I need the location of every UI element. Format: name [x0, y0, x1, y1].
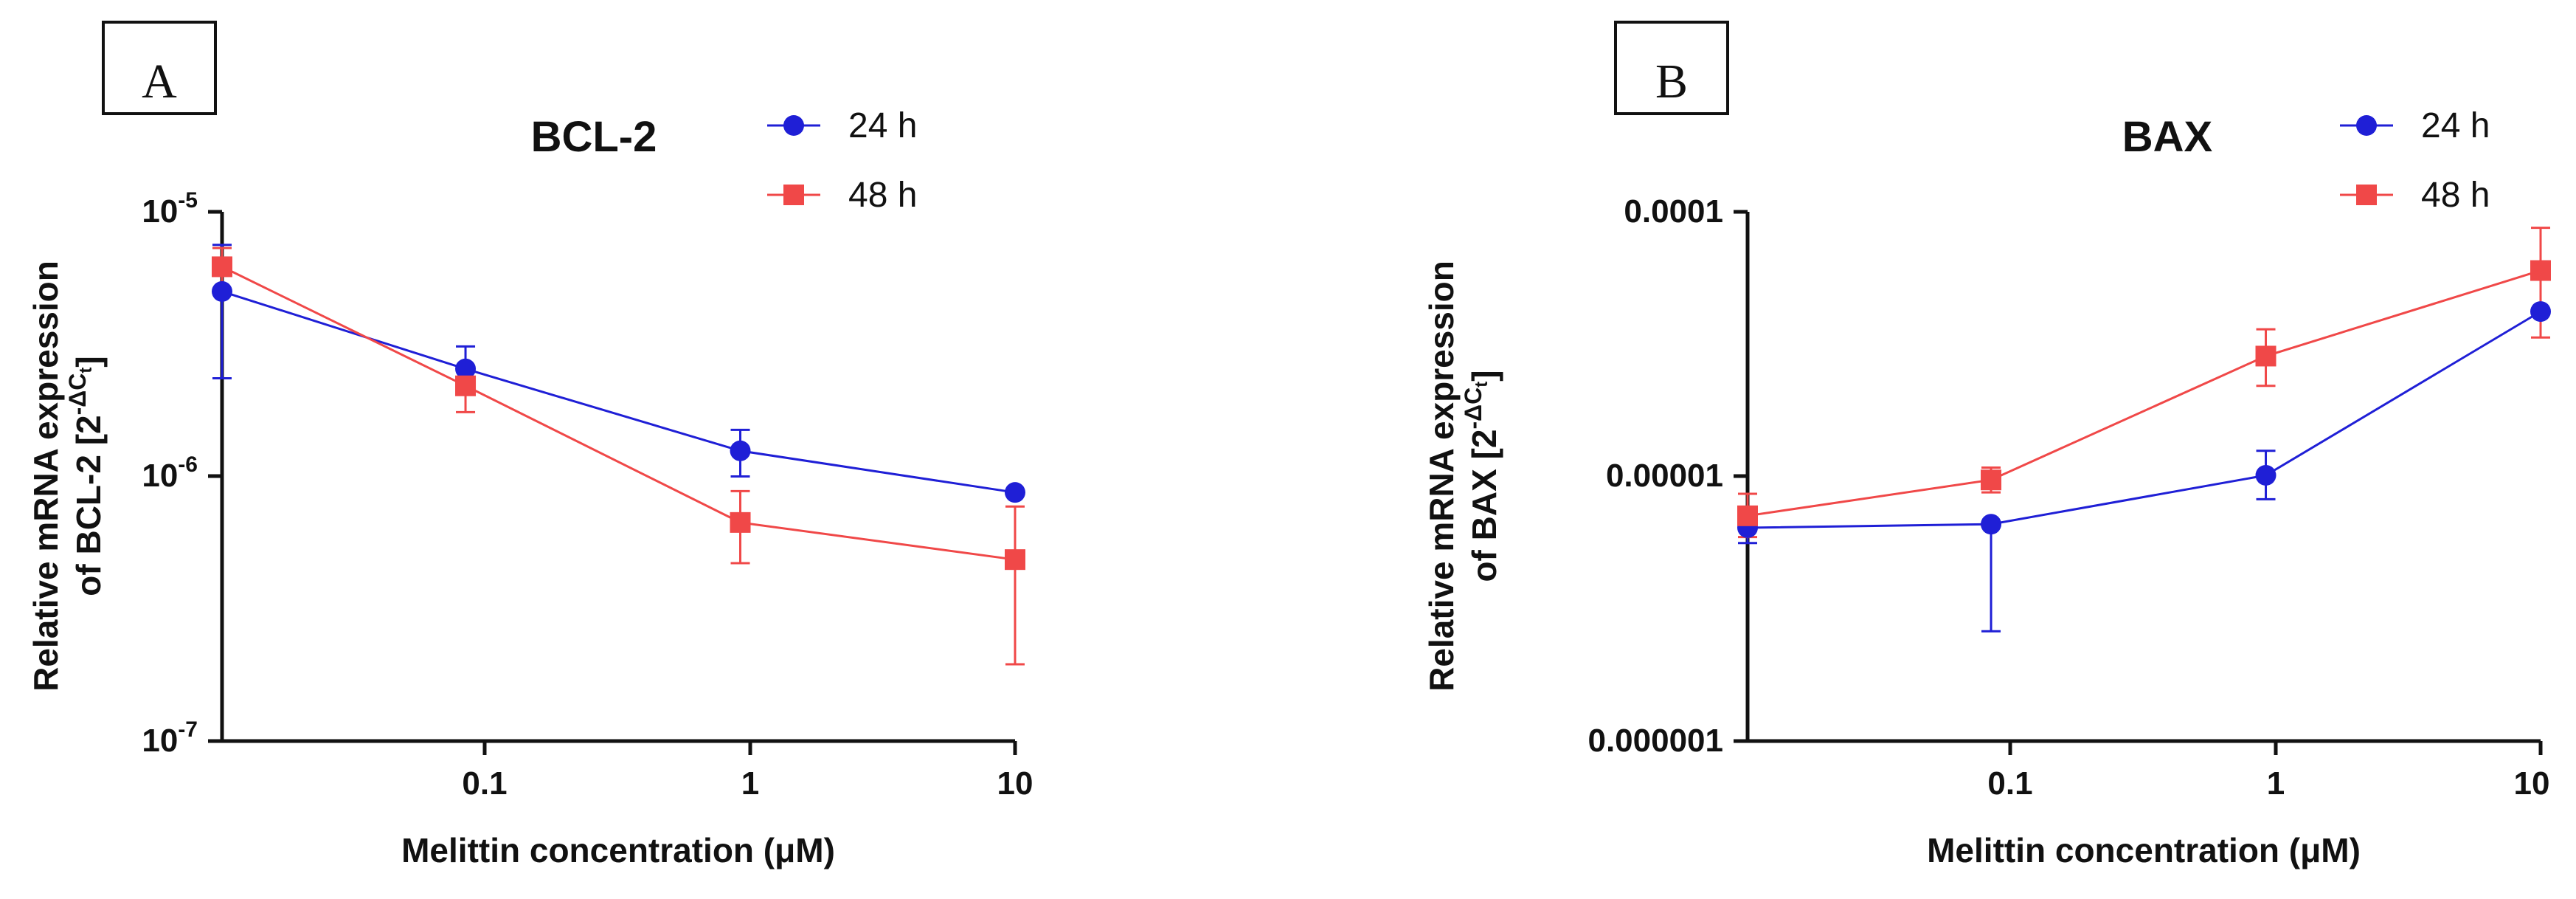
y-axis-title-prefix: of BCL-2 [2: [69, 415, 108, 596]
y-tick-label: 0.0001: [1624, 193, 1723, 230]
panel-label: B: [1655, 55, 1688, 108]
series-line-48h: [221, 266, 1016, 561]
data-point-24h: [2530, 301, 2551, 323]
y-tick-label: 10-6: [142, 452, 198, 494]
x-tick-label: 0.1: [1987, 765, 2032, 802]
legend-marker-48h: [783, 185, 804, 205]
panel-a: A BCL-2 24 h 48 h 10-5 10-6 10-7: [27, 21, 1033, 869]
y-axis: 0.0001 0.00001 0.000001: [1588, 193, 1750, 759]
legend-marker-48h: [2356, 185, 2377, 205]
data-point-24h: [730, 440, 751, 461]
data-point-48h: [2530, 260, 2551, 281]
y-axis-title-line2: of BCL-2 [2-ΔCt]: [64, 356, 108, 596]
y-tick-label-base: 10: [142, 193, 178, 230]
panel-label-box: [102, 21, 217, 115]
legend-marker-24h: [783, 115, 804, 136]
chart-title: BCL-2: [531, 113, 657, 161]
y-tick-label: 0.000001: [1588, 723, 1723, 759]
legend-item-24h: 24 h: [767, 106, 917, 145]
x-tick-label: 10: [2514, 765, 2550, 802]
y-axis-title-line2: of BAX [2-ΔCt]: [1460, 370, 1503, 582]
x-tick-label: 1: [2267, 765, 2285, 802]
y-tick-label: 0.00001: [1606, 458, 1723, 494]
data-point-24h: [1005, 482, 1025, 503]
series-line-48h: [1747, 269, 2541, 517]
panel-label: A: [142, 55, 177, 108]
plot-area: [1737, 227, 2551, 633]
panel-b: B BAX 24 h 48 h 0.0001 0.00001 0.000001: [1422, 21, 2551, 869]
y-axis: 10-5 10-6 10-7: [142, 188, 224, 759]
y-tick-label-base: 10: [142, 723, 178, 759]
data-point-48h: [1005, 549, 1025, 571]
y-axis-title-line1: Relative mRNA expression: [1422, 261, 1461, 692]
legend-label-48h: 48 h: [848, 176, 917, 215]
y-axis-title: Relative mRNA expression of BAX [2-ΔCt]: [1422, 261, 1503, 692]
data-point-48h: [1737, 505, 1758, 526]
data-point-48h: [2255, 345, 2276, 367]
legend-marker-24h: [2356, 115, 2377, 136]
y-axis-title-superscript: -ΔC: [1460, 388, 1486, 430]
legend: 24 h 48 h: [767, 106, 917, 215]
data-point-24h: [2255, 464, 2276, 486]
data-point-24h: [212, 280, 232, 302]
data-point-24h: [455, 358, 477, 379]
series-line-24h: [1747, 310, 2541, 529]
legend-label-24h: 24 h: [2421, 106, 2490, 145]
legend-item-48h: 48 h: [767, 176, 917, 215]
legend-label-24h: 24 h: [848, 106, 917, 145]
x-axis-title: Melittin concentration (μM): [1927, 831, 2361, 869]
plot-area: [212, 244, 1025, 666]
y-axis-title-subscript: t: [76, 368, 96, 373]
series-line-24h: [221, 290, 1016, 494]
y-axis-title-suffix: ]: [69, 356, 108, 367]
y-tick-label-base: 10: [142, 458, 178, 494]
y-axis-title-superscript: -ΔC: [64, 373, 91, 416]
y-tick-label-exponent: -5: [178, 188, 198, 213]
y-axis-title: Relative mRNA expression of BCL-2 [2-ΔCt…: [27, 261, 108, 692]
y-tick-label: 10-7: [142, 717, 198, 759]
x-tick-label: 1: [741, 765, 759, 802]
y-tick-label-exponent: -6: [178, 452, 198, 477]
legend-item-48h: 48 h: [2340, 176, 2490, 215]
y-axis-title-subscript: t: [1472, 382, 1492, 388]
x-axis-title: Melittin concentration (μM): [401, 831, 835, 869]
x-axis: 0.1 1 10: [1748, 739, 2550, 802]
data-point-48h: [455, 375, 477, 396]
y-tick-label-exponent: -7: [178, 717, 198, 742]
data-point-48h: [730, 512, 751, 533]
x-axis: 0.1 1 10: [222, 739, 1033, 802]
legend-item-24h: 24 h: [2340, 106, 2490, 145]
x-tick-label: 0.1: [462, 765, 507, 802]
legend-label-48h: 48 h: [2421, 176, 2490, 215]
x-tick-label: 10: [997, 765, 1033, 802]
legend: 24 h 48 h: [2340, 106, 2490, 215]
data-point-24h: [1981, 514, 2002, 535]
y-axis-title-prefix: of BAX [2: [1465, 430, 1503, 582]
y-axis-title-suffix: ]: [1465, 370, 1503, 381]
chart-title: BAX: [2122, 113, 2213, 161]
y-axis-title-line1: Relative mRNA expression: [27, 261, 65, 692]
panel-label-box: [1614, 21, 1729, 115]
y-tick-label: 10-5: [142, 188, 198, 230]
data-point-48h: [1981, 469, 2002, 491]
data-point-48h: [212, 256, 232, 278]
